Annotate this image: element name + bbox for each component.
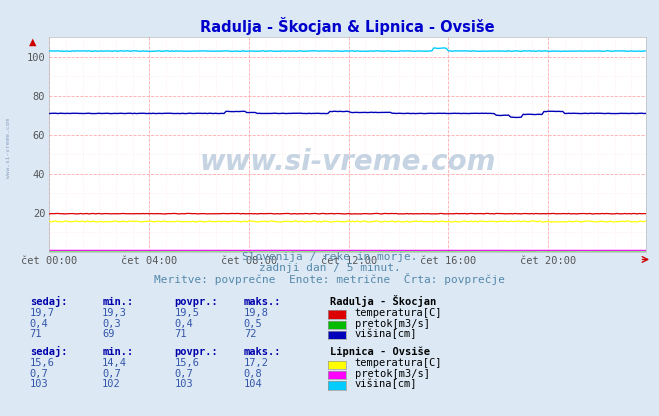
Text: maks.:: maks.: [244,347,281,357]
Text: www.si-vreme.com: www.si-vreme.com [6,118,11,178]
Text: 69: 69 [102,329,115,339]
Text: višina[cm]: višina[cm] [355,379,417,389]
Text: 0,3: 0,3 [102,319,121,329]
Text: 0,5: 0,5 [244,319,262,329]
Text: povpr.:: povpr.: [175,297,218,307]
Text: 103: 103 [30,379,48,389]
Text: 17,2: 17,2 [244,359,269,369]
Text: sedaj:: sedaj: [30,295,67,307]
Text: 0,7: 0,7 [175,369,193,379]
Text: 71: 71 [30,329,42,339]
Text: temperatura[C]: temperatura[C] [355,359,442,369]
Text: maks.:: maks.: [244,297,281,307]
Text: povpr.:: povpr.: [175,347,218,357]
Text: 19,5: 19,5 [175,308,200,318]
Text: 15,6: 15,6 [175,359,200,369]
Text: Radulja - Škocjan: Radulja - Škocjan [330,295,436,307]
Text: 19,7: 19,7 [30,308,55,318]
Text: 19,3: 19,3 [102,308,127,318]
Text: min.:: min.: [102,347,133,357]
Text: 72: 72 [244,329,256,339]
Text: 103: 103 [175,379,193,389]
Text: min.:: min.: [102,297,133,307]
Text: 0,4: 0,4 [175,319,193,329]
Text: pretok[m3/s]: pretok[m3/s] [355,369,430,379]
Text: 19,8: 19,8 [244,308,269,318]
Text: 0,4: 0,4 [30,319,48,329]
Text: 102: 102 [102,379,121,389]
Text: ▲: ▲ [29,36,36,46]
Text: višina[cm]: višina[cm] [355,329,417,339]
Text: 14,4: 14,4 [102,359,127,369]
Text: pretok[m3/s]: pretok[m3/s] [355,319,430,329]
Text: 71: 71 [175,329,187,339]
Text: 0,7: 0,7 [102,369,121,379]
Text: Lipnica - Ovsiše: Lipnica - Ovsiše [330,347,430,357]
Text: sedaj:: sedaj: [30,346,67,357]
Text: 15,6: 15,6 [30,359,55,369]
Text: temperatura[C]: temperatura[C] [355,308,442,318]
Text: 0,7: 0,7 [30,369,48,379]
Title: Radulja - Škocjan & Lipnica - Ovsiše: Radulja - Škocjan & Lipnica - Ovsiše [200,17,495,35]
Text: zadnji dan / 5 minut.: zadnji dan / 5 minut. [258,263,401,273]
Text: Meritve: povprečne  Enote: metrične  Črta: povprečje: Meritve: povprečne Enote: metrične Črta:… [154,273,505,285]
Text: Slovenija / reke in morje.: Slovenija / reke in morje. [242,252,417,262]
Text: www.si-vreme.com: www.si-vreme.com [200,148,496,176]
Text: 104: 104 [244,379,262,389]
Text: 0,8: 0,8 [244,369,262,379]
